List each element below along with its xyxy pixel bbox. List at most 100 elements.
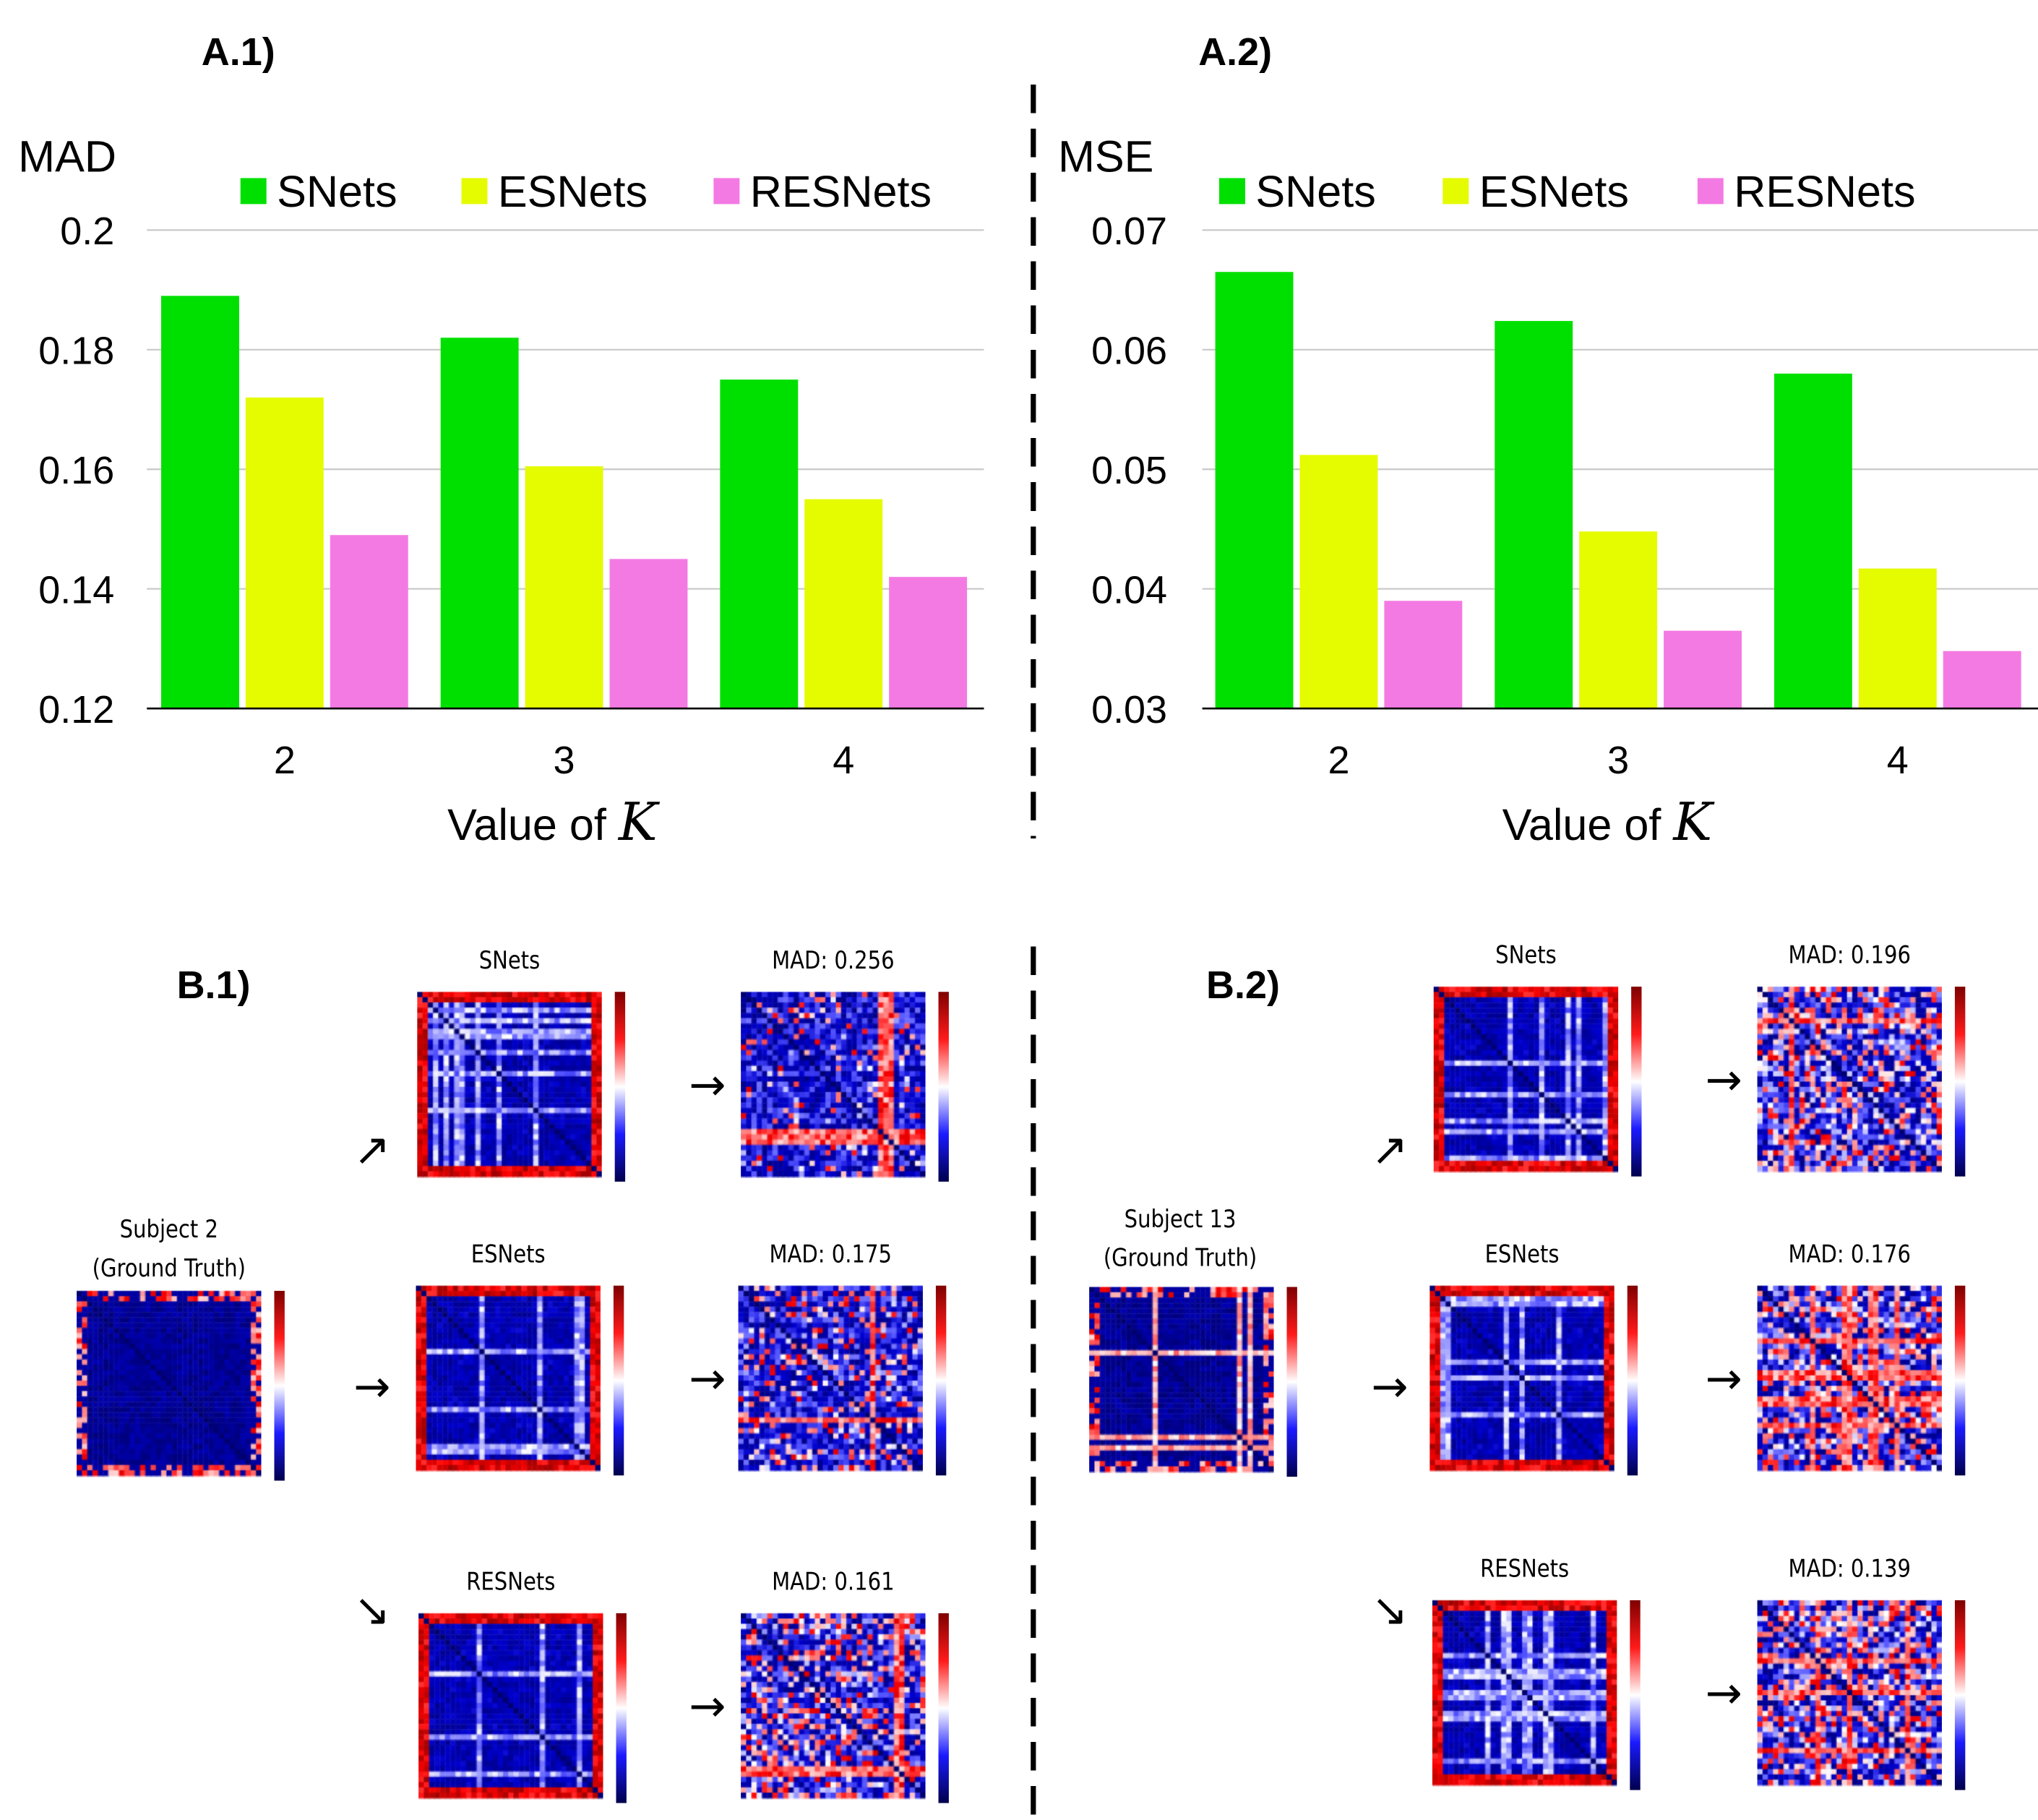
arrow-right-icon: → [689,1353,726,1406]
colorbar [1286,1287,1297,1477]
legend-label-snets: SNets [1255,167,1375,216]
arrow-right-icon: → [1705,1667,1742,1720]
bar-esnets-k4 [804,499,883,709]
bar-esnets-k2 [245,397,324,709]
arrow-right-icon: → [1705,1054,1742,1107]
y-tick-label: 0.12 [38,688,114,731]
y-tick-label: 0.07 [1091,210,1167,253]
colorbar [935,1285,947,1476]
esnets-error-heatmap [1757,1282,1942,1475]
ground-truth-label: (Ground Truth) [1103,1244,1257,1273]
panel-label-b2: B.2) [1206,964,1280,1008]
panel-label-b1: B.1) [176,964,251,1008]
resnets-mad-label: MAD: 0.161 [772,1567,895,1597]
x-tick-label: 4 [833,739,854,782]
snets-heatmap-title: SNets [1495,941,1557,970]
x-tick-label: 4 [1887,739,1909,782]
bar-esnets-k3 [1579,531,1658,709]
colorbar [1631,987,1642,1177]
resnets-heatmap-title: RESNets [466,1567,556,1597]
esnets-heatmap-title: ESNets [1484,1240,1560,1269]
y-tick-label: 0.14 [38,569,114,612]
bar-esnets-k4 [1858,568,1937,709]
legend-label-esnets: ESNets [1479,167,1629,216]
arrow-right-icon: → [353,1361,391,1413]
resnets-mad-label: MAD: 0.139 [1788,1555,1911,1584]
resnets-predicted-heatmap [1432,1596,1617,1789]
arrow-up-icon: ↗ [1371,1124,1409,1177]
snets-error-heatmap [1757,982,1942,1175]
legend-swatch-resnets [713,178,740,205]
subject-label: Subject 13 [1124,1205,1237,1234]
colorbar [1627,1285,1638,1476]
ground-truth-label: (Ground Truth) [92,1254,246,1284]
bar-snets-k2 [1215,272,1294,709]
esnets-mad-label: MAD: 0.176 [1788,1240,1911,1269]
y-tick-label: 0.05 [1091,449,1167,492]
bar-snets-k3 [1495,321,1573,709]
colorbar [1954,1600,1966,1790]
panel-label-a1: A.1) [201,31,275,74]
ground-truth-heatmap [1089,1283,1274,1476]
legend-label-resnets: RESNets [750,167,932,216]
y-tick-label: 0.04 [1091,569,1167,612]
esnets-heatmap-title: ESNets [470,1240,546,1269]
bar-snets-k4 [1773,373,1852,709]
x-axis-title: Value of K [1502,791,1716,852]
esnets-error-heatmap [738,1282,923,1475]
subject-label: Subject 2 [119,1215,218,1245]
x-tick-label: 2 [274,739,296,782]
arrow-right-icon: → [689,1059,726,1112]
legend-label-resnets: RESNets [1734,167,1915,216]
arrow-up-icon: ↗ [353,1124,391,1177]
y-axis-title: MSE [1058,132,1153,181]
y-axis-title: MAD [18,132,116,181]
colorbar [1630,1600,1641,1790]
legend-swatch-esnets [461,178,488,205]
snets-error-heatmap [741,987,926,1181]
bar-resnets-k4 [889,577,968,709]
arrow-right-icon: → [689,1681,726,1733]
snets-mad-label: MAD: 0.256 [772,946,895,975]
legend-swatch-esnets [1442,178,1469,205]
y-tick-label: 0.06 [1091,330,1167,373]
bar-esnets-k2 [1299,455,1378,709]
esnets-mad-label: MAD: 0.175 [769,1240,892,1269]
arrow-down-icon: ↘ [1371,1584,1409,1637]
legend-swatch-snets [240,178,267,205]
bar-snets-k4 [720,379,799,709]
colorbar [614,992,626,1182]
legend-label-snets: SNets [277,167,397,216]
mad-bar-chart: MAD 0.2 0.18 0.16 0.14 0.12 SNets ESNets RESNets… [18,132,984,852]
legend-label-esnets: ESNets [498,167,648,216]
x-tick-label: 2 [1328,739,1349,782]
divider-top [1031,84,1036,839]
esnets-predicted-heatmap [416,1282,601,1475]
y-tick-label: 0.03 [1091,688,1167,731]
arrow-right-icon: → [1371,1361,1409,1413]
colorbar [938,992,949,1182]
legend-swatch-snets [1218,178,1245,205]
x-axis-title: Value of K [447,791,661,852]
colorbar [274,1290,285,1481]
colorbar [613,1285,624,1476]
legend-swatch-resnets [1697,178,1724,205]
snets-predicted-heatmap [1433,982,1619,1175]
mse-bar-chart: MSE 0.07 0.06 0.05 0.04 0.03 SNets ESNets RESNet… [1058,132,2038,852]
x-tick-label: 3 [1607,739,1629,782]
bar-snets-k3 [440,338,519,709]
bar-resnets-k4 [1943,651,2021,709]
colorbar [616,1613,627,1803]
y-tick-label: 0.16 [38,449,114,492]
bar-resnets-k2 [1384,601,1463,709]
ground-truth-heatmap [77,1287,262,1480]
y-tick-label: 0.2 [60,210,114,253]
snets-mad-label: MAD: 0.196 [1788,941,1911,970]
colorbar [1954,1285,1966,1476]
bar-esnets-k3 [525,466,603,709]
resnets-predicted-heatmap [418,1609,603,1802]
bar-resnets-k2 [330,535,408,709]
resnets-error-heatmap [1757,1596,1942,1789]
x-tick-label: 3 [554,739,575,782]
